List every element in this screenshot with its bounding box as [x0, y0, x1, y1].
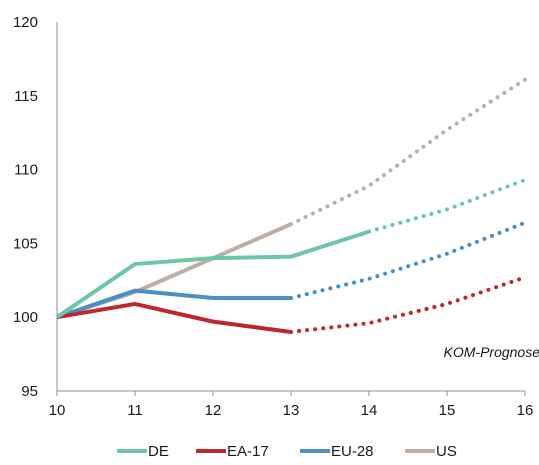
y-tick-label: 95 — [21, 383, 38, 400]
x-tick-label: 16 — [517, 402, 534, 419]
y-tick-label: 115 — [14, 88, 38, 105]
legend-label-us: US — [436, 443, 457, 460]
y-tick-label: 110 — [14, 162, 38, 179]
x-tick-label: 12 — [205, 402, 222, 419]
x-tick-label: 13 — [283, 402, 300, 419]
series-forecast-us — [289, 77, 527, 227]
y-tick-label: 120 — [13, 14, 38, 31]
chart-legend: DE EA-17 EU-28 US — [117, 443, 457, 460]
series-layer — [55, 77, 527, 334]
chart-axes: 95 100 105 110 115 120 10 11 12 13 14 15 16 — [13, 14, 533, 419]
series-line-ea-17 — [56, 301, 292, 334]
x-tick-label: 15 — [439, 402, 456, 419]
y-tick-label: 100 — [13, 309, 38, 326]
legend-label-eu-28: EU-28 — [331, 443, 374, 460]
y-tick-label: 105 — [13, 235, 38, 252]
x-tick-label: 11 — [127, 402, 143, 419]
x-tick-label: 14 — [361, 402, 378, 419]
series-forecast-ea-17 — [289, 275, 527, 334]
series-line-de — [55, 229, 370, 319]
series-forecast-de — [367, 177, 527, 234]
x-tick-label: 10 — [49, 402, 66, 419]
series-forecast-eu-28 — [289, 220, 527, 301]
forecast-annotation: KOM-Prognose — [444, 344, 539, 360]
series-line-eu-28 — [56, 288, 291, 320]
legend-label-ea-17: EA-17 — [227, 443, 269, 460]
legend-label-de: DE — [148, 443, 169, 460]
